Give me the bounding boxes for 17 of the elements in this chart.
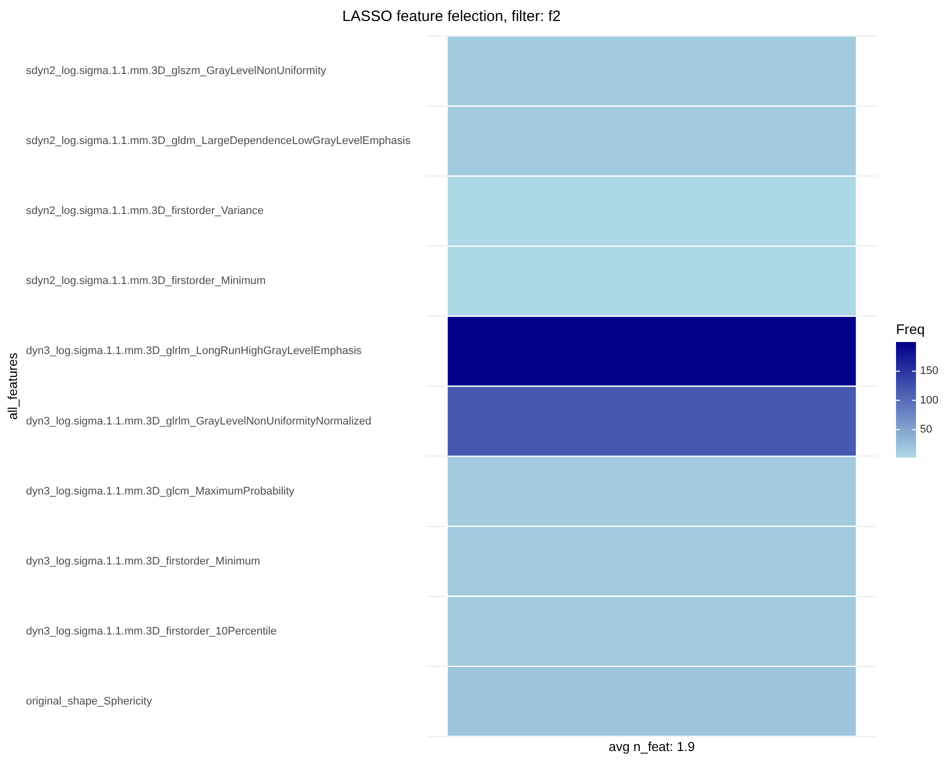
y-axis-title: all_features bbox=[5, 352, 20, 420]
y-tick-label: dyn3_log.sigma.1.1.mm.3D_firstorder_10Percentile bbox=[26, 625, 277, 638]
y-tick-label: sdyn2_log.sigma.1.1.mm.3D_firstorder_Minimum bbox=[26, 275, 266, 288]
y-tick-label: sdyn2_log.sigma.1.1.mm.3D_gldm_LargeDependenceLowGrayLevelEmphasis bbox=[26, 135, 412, 148]
legend-title: Freq bbox=[896, 321, 925, 337]
y-tick-label: sdyn2_log.sigma.1.1.mm.3D_firstorder_Variance bbox=[26, 205, 264, 218]
chart-title: LASSO feature felection, filter: f2 bbox=[342, 8, 561, 26]
y-tick-label: sdyn2_log.sigma.1.1.mm.3D_glszm_GrayLevelNonUniformity bbox=[26, 65, 327, 78]
y-tick-label: dyn3_log.sigma.1.1.mm.3D_glrlm_LongRunHighGrayLevelEmphasis bbox=[26, 345, 362, 358]
color-bar-label: 150 bbox=[920, 365, 938, 378]
color-bar-label: 100 bbox=[920, 394, 938, 406]
x-tick-label: avg n_feat: 1.9 bbox=[608, 738, 695, 754]
y-tick-label: dyn3_log.sigma.1.1.mm.3D_firstorder_Minimum bbox=[26, 555, 260, 568]
y-tick-label: dyn3_log.sigma.1.1.mm.3D_glrlm_GrayLevelNonUniformityNormalized bbox=[26, 415, 372, 428]
color-bar-label: 50 bbox=[920, 424, 932, 436]
y-tick-label: dyn3_log.sigma.1.1.mm.3D_glcm_MaximumProbability bbox=[26, 485, 295, 498]
y-tick-label: original_shape_Sphericity bbox=[26, 695, 152, 708]
